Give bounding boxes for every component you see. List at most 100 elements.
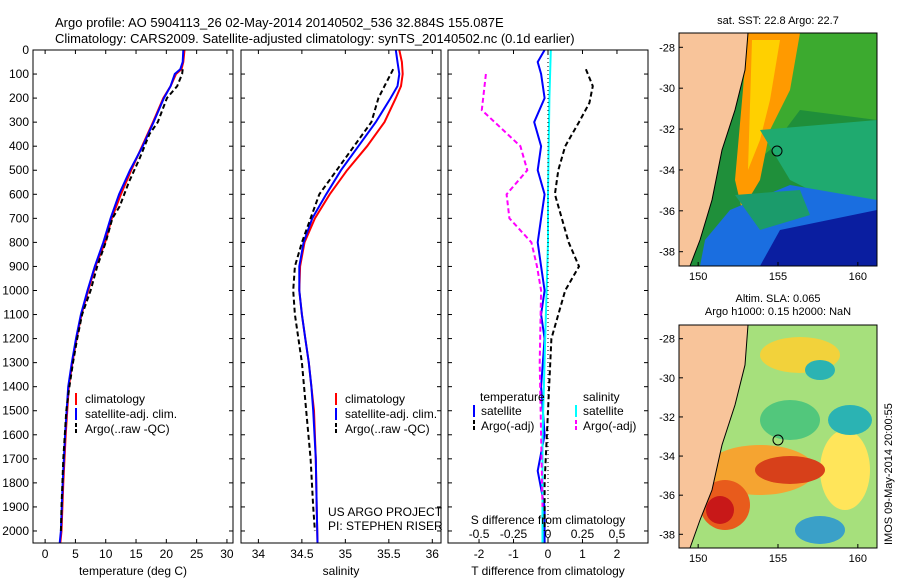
- x-tick-label: 30: [220, 547, 234, 561]
- lat-tick-label: -32: [659, 124, 675, 136]
- lat-tick-label: -28: [659, 334, 675, 346]
- depth-tick-label: 1200: [2, 332, 29, 346]
- depth-tick-label: 1100: [3, 308, 29, 322]
- sst-map: sat. SST: 22.8 Argo: 22.7 -28 -30 -32 -34 -3…: [659, 15, 878, 283]
- depth-tick-label: 900: [9, 259, 29, 273]
- lat-tick-label: -36: [659, 490, 675, 502]
- depth-tick-label: 1300: [2, 356, 29, 370]
- depth-tick-label: 1700: [2, 452, 29, 466]
- legend-label-climatology: climatology: [85, 392, 145, 406]
- salinity-legend: climatology satellite-adj. clim. Argo(..…: [335, 392, 437, 436]
- x-tick-label: 34: [252, 547, 266, 561]
- temperature-axes-frame: [32, 49, 234, 544]
- lon-tick-label: 155: [769, 271, 787, 283]
- legend-head-temperature: temperature: [480, 390, 545, 404]
- imos-timestamp: IMOS 09-May-2014 20:00:55: [883, 403, 895, 545]
- depth-tick-label: 1500: [2, 404, 29, 418]
- lon-tick-label: 155: [769, 553, 787, 565]
- legend-label-argo: Argo(..raw -QC): [85, 422, 170, 436]
- lon-tick-label: 160: [849, 271, 867, 283]
- x-tick-label: 5: [72, 547, 79, 561]
- project-label: US ARGO PROJECT: [328, 505, 443, 519]
- lat-tick-label: -38: [659, 529, 675, 541]
- series-line-satellite-adj-clim-: [298, 49, 401, 544]
- depth-tick-label: 1800: [2, 476, 29, 490]
- s-difference-axis-label: S difference from climatology: [471, 513, 626, 527]
- lat-tick-label: -34: [659, 165, 675, 177]
- lon-tick-label: 150: [689, 271, 707, 283]
- series-line-climatology: [59, 49, 186, 544]
- header-line2: Climatology: CARS2009. Satellite-adjuste…: [55, 31, 575, 46]
- x-tick-label: 34.5: [290, 547, 314, 561]
- x-tick-label: 15: [129, 547, 143, 561]
- legend-head-salinity: salinity: [583, 390, 620, 404]
- pi-label: PI: STEPHEN RISER: [328, 519, 443, 533]
- temperature-panel: 0100200300400500600700800900100011001200…: [2, 43, 648, 578]
- lat-tick-label: -38: [659, 247, 675, 259]
- sst-map-title: sat. SST: 22.8 Argo: 22.7: [717, 15, 839, 27]
- lat-tick-label: -36: [659, 206, 675, 218]
- lat-tick-label: -34: [659, 451, 675, 463]
- series-line-salinity-argo-adj-: [480, 73, 544, 507]
- depth-tick-label: 700: [9, 211, 29, 225]
- x-tick-label: 20: [160, 547, 174, 561]
- x-tick-label: 2: [614, 547, 621, 561]
- sla-lon-tick-labels: 150 155 160: [689, 544, 867, 565]
- salinity-axes-frame: [240, 49, 442, 544]
- depth-tick-label: 300: [9, 115, 29, 129]
- argo-position-marker: [772, 434, 784, 446]
- depth-tick-label: 600: [9, 187, 29, 201]
- legend-label-s-argo: Argo(-adj): [583, 419, 636, 433]
- salinity-tick-labels: 34 34.5 35 35.5 36: [252, 50, 440, 561]
- difference-legend: temperature salinity satellite satellite…: [473, 390, 636, 433]
- s-diff-tick-label: 0: [545, 527, 552, 541]
- depth-tick-label: 400: [9, 139, 29, 153]
- header-line1: Argo profile: AO 5904113_26 02-May-2014 …: [55, 15, 504, 30]
- difference-axes-frame: [447, 49, 649, 544]
- series-line-argo-raw-qc-: [59, 69, 184, 532]
- depth-tick-label: 1900: [2, 500, 29, 514]
- depth-tick-label: 1600: [2, 428, 29, 442]
- sst-field: [679, 33, 877, 266]
- depth-tick-label: 1000: [2, 283, 29, 297]
- depth-tick-label: 500: [9, 163, 29, 177]
- sla-map: Altim. SLA: 0.065 Argo h1000: 0.15 h2000…: [659, 293, 878, 565]
- depth-tick-label: 2000: [2, 524, 29, 538]
- s-diff-tick-label: 0.25: [571, 527, 595, 541]
- x-tick-label: 35.5: [377, 547, 401, 561]
- legend-label-t-argo: Argo(-adj): [481, 419, 534, 433]
- series-line-temperature-satellite: [533, 49, 546, 543]
- x-tick-label: -1: [508, 547, 519, 561]
- series-line-temperature-argo-adj-: [543, 68, 594, 531]
- sla-field: [679, 325, 877, 548]
- series-line-argo-raw-qc-: [292, 68, 395, 532]
- lat-tick-label: -32: [659, 412, 675, 424]
- x-tick-label: 36: [426, 547, 440, 561]
- depth-tick-label: 0: [22, 43, 29, 57]
- lat-tick-label: -30: [659, 373, 675, 385]
- x-tick-label: 1: [579, 547, 586, 561]
- depth-tick-labels: 0 100 200 300 400 500 600 700 800 900 1000 1100 1200…: [2, 43, 648, 538]
- x-tick-label: 25: [190, 547, 204, 561]
- depth-tick-label: 800: [9, 235, 29, 249]
- sla-map-title-2: Argo h1000: 0.15 h2000: NaN: [705, 306, 851, 318]
- series-line-climatology: [298, 49, 404, 544]
- lon-tick-label: 150: [689, 553, 707, 565]
- legend-label-satellite: satellite-adj. clim.: [85, 407, 177, 421]
- difference-curves: [480, 49, 594, 543]
- sst-lat-tick-labels: -28 -30 -32 -34 -36 -38: [659, 42, 683, 259]
- x-tick-label: 35: [339, 547, 353, 561]
- temperature-curves: [58, 49, 186, 544]
- salinity-axis-label: salinity: [323, 564, 360, 578]
- t-difference-axis-label: T difference from climatology: [471, 564, 625, 578]
- salinity-curves: [292, 49, 404, 544]
- argo-position-marker: [771, 145, 783, 157]
- legend-label-satellite: satellite-adj. clim.: [345, 407, 437, 421]
- x-tick-label: -2: [474, 547, 485, 561]
- s-diff-tick-label: -0.25: [500, 527, 528, 541]
- lat-tick-label: -28: [659, 42, 675, 54]
- temperature-axis-label: temperature (deg C): [79, 564, 187, 578]
- legend-label-t-satellite: satellite: [481, 404, 522, 418]
- s-difference-tick-labels: -0.5 -0.25 0 0.25 0.5: [469, 527, 626, 541]
- x-tick-label: 10: [99, 547, 113, 561]
